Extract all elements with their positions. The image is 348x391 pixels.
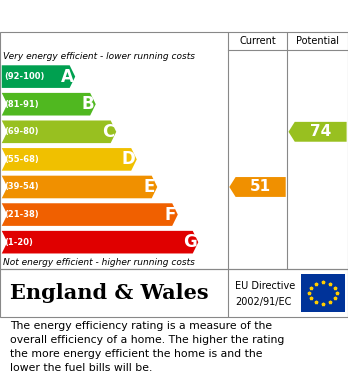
Polygon shape	[2, 176, 157, 198]
Polygon shape	[2, 148, 137, 171]
Text: 2002/91/EC: 2002/91/EC	[235, 297, 291, 307]
Text: (92-100): (92-100)	[4, 72, 45, 81]
Polygon shape	[2, 203, 178, 226]
Text: Not energy efficient - higher running costs: Not energy efficient - higher running co…	[3, 258, 195, 267]
Polygon shape	[2, 120, 116, 143]
Text: Very energy efficient - lower running costs: Very energy efficient - lower running co…	[3, 52, 196, 61]
Text: Potential: Potential	[296, 36, 339, 46]
Polygon shape	[2, 93, 96, 115]
Polygon shape	[288, 122, 347, 142]
Text: E: E	[144, 178, 155, 196]
Text: Energy Efficiency Rating: Energy Efficiency Rating	[10, 7, 240, 25]
Text: (55-68): (55-68)	[4, 155, 39, 164]
Text: D: D	[122, 151, 136, 169]
Text: B: B	[81, 95, 94, 113]
Polygon shape	[2, 65, 75, 88]
Text: A: A	[61, 68, 74, 86]
Text: (69-80): (69-80)	[4, 127, 39, 136]
Text: 74: 74	[310, 124, 331, 139]
Text: England & Wales: England & Wales	[10, 283, 209, 303]
Text: (1-20): (1-20)	[4, 238, 33, 247]
Text: The energy efficiency rating is a measure of the
overall efficiency of a home. T: The energy efficiency rating is a measur…	[10, 321, 285, 373]
Text: (81-91): (81-91)	[4, 100, 39, 109]
Text: EU Directive: EU Directive	[235, 281, 295, 291]
Polygon shape	[2, 231, 198, 253]
Text: (39-54): (39-54)	[4, 183, 39, 192]
Text: F: F	[164, 206, 175, 224]
Text: C: C	[102, 123, 114, 141]
Bar	[301, 274, 345, 312]
Text: Current: Current	[239, 36, 276, 46]
Text: (21-38): (21-38)	[4, 210, 39, 219]
Text: 51: 51	[250, 179, 271, 194]
Polygon shape	[229, 177, 286, 197]
Text: G: G	[183, 233, 197, 251]
